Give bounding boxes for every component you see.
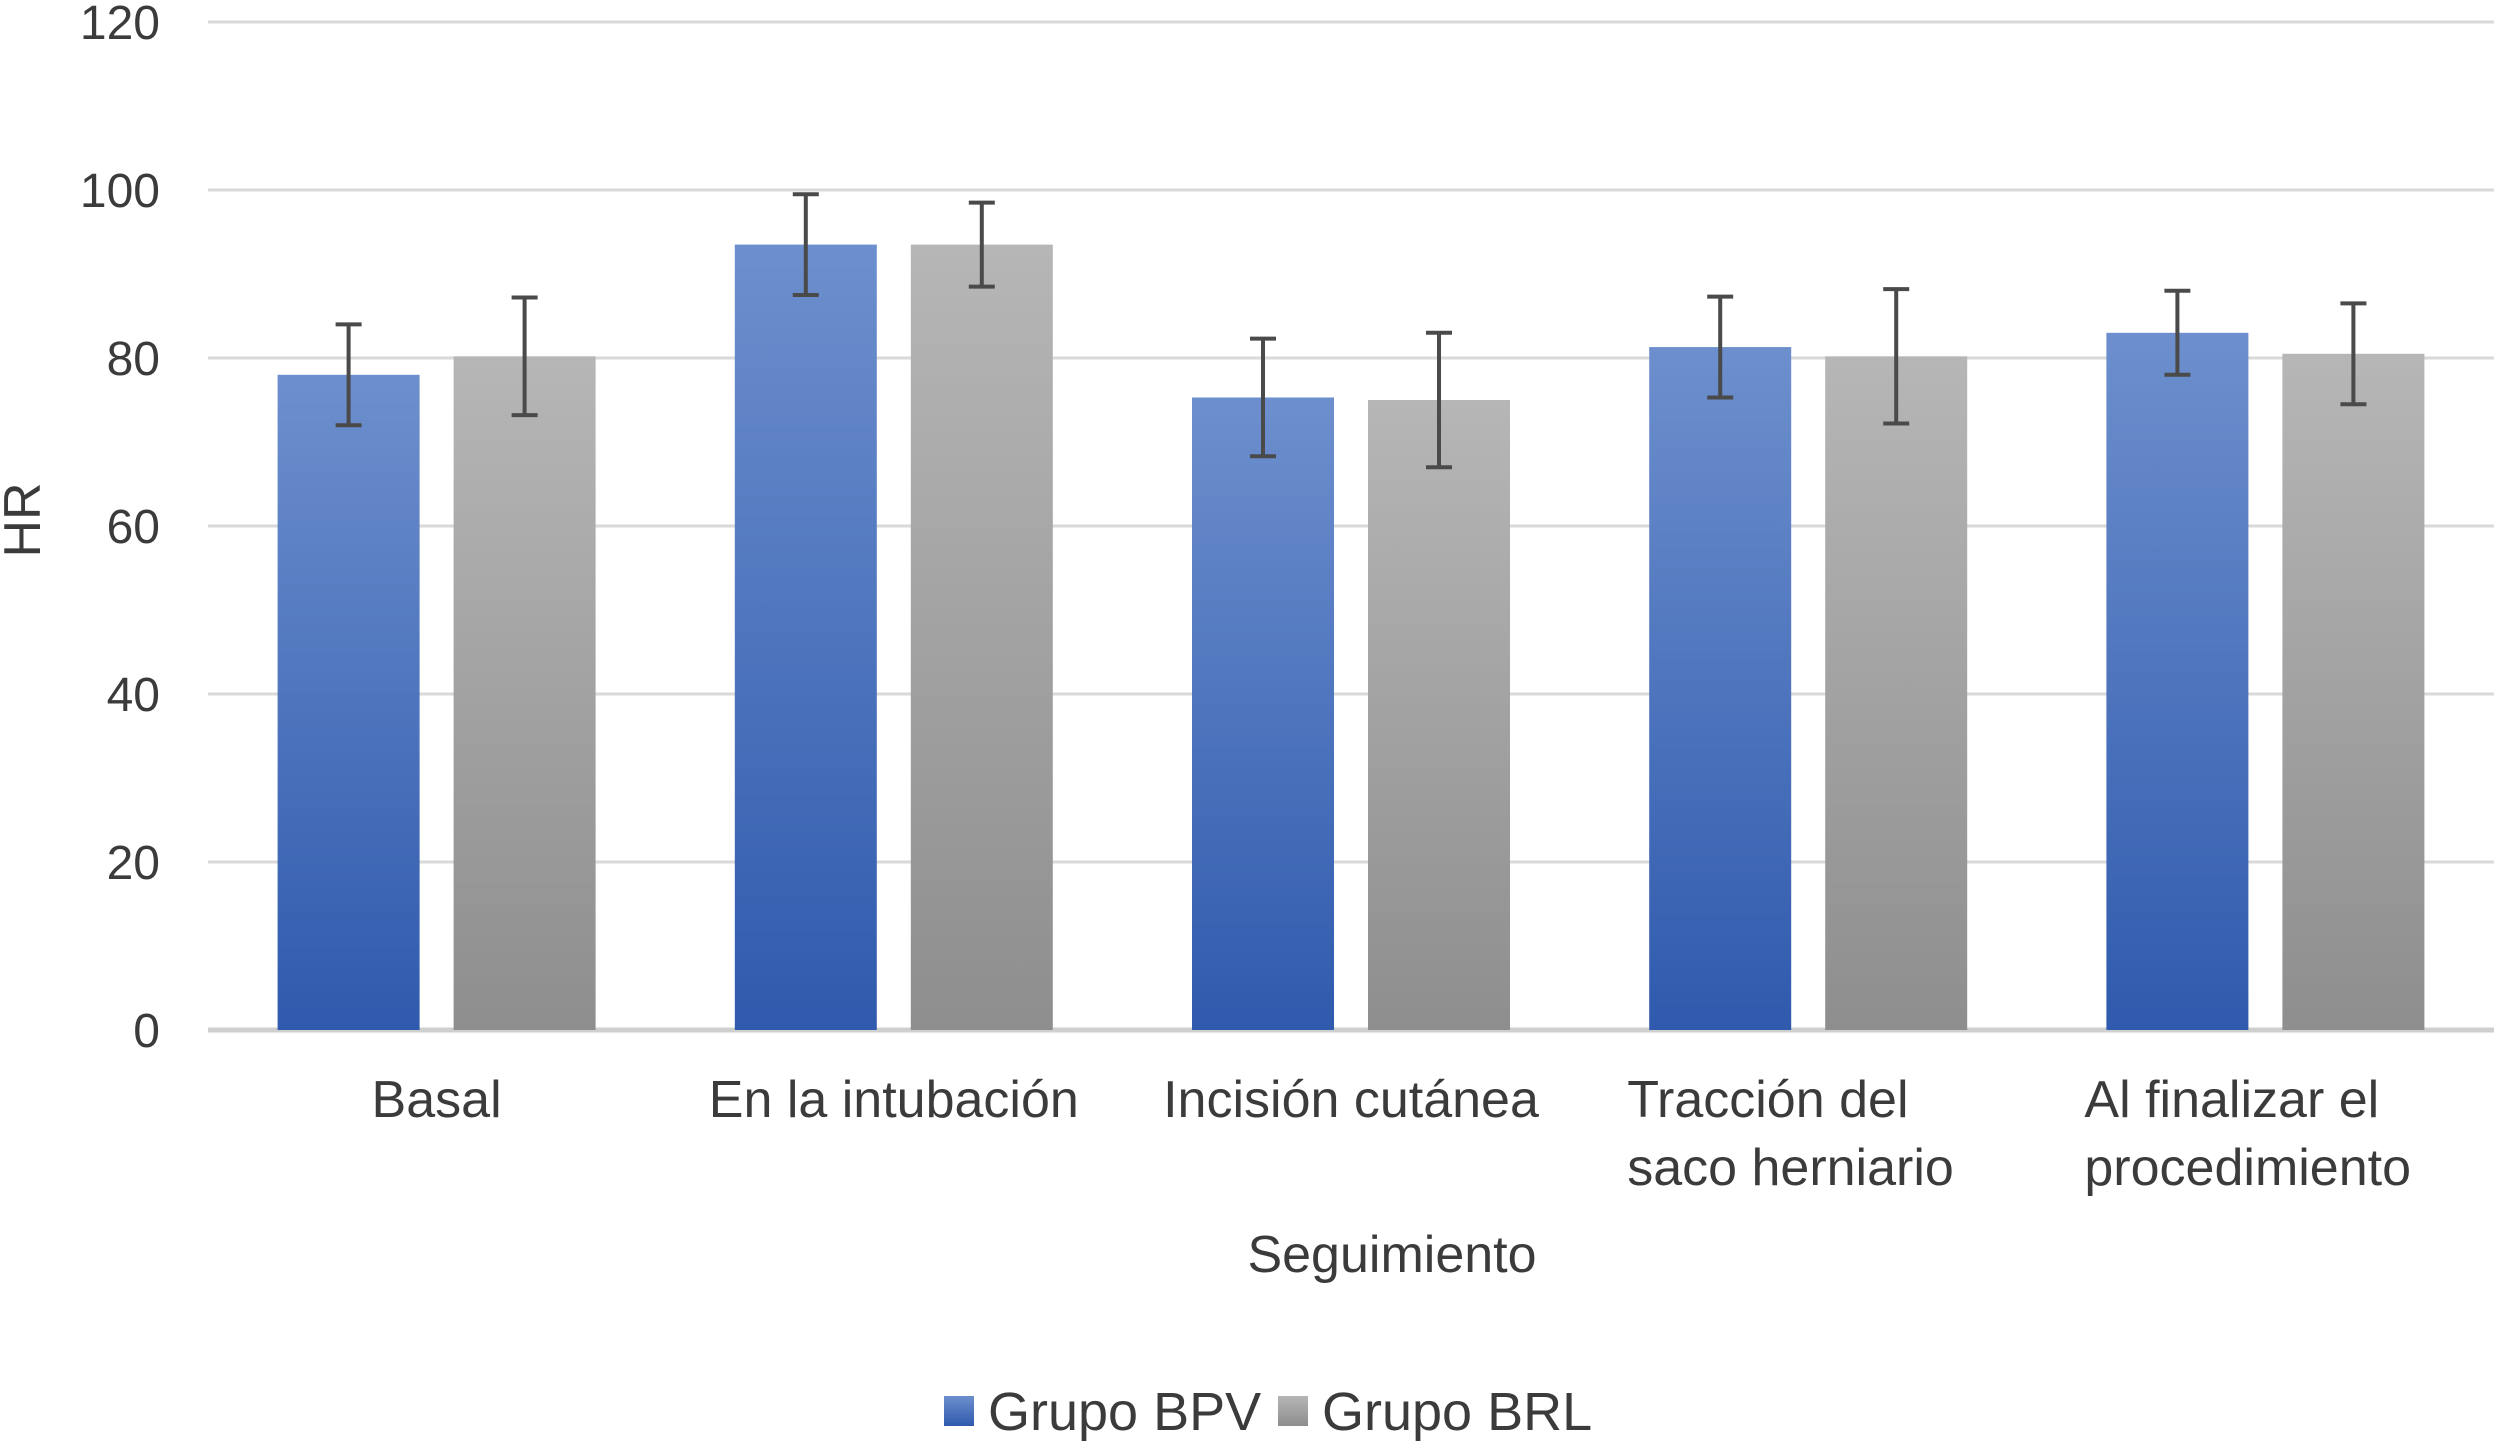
- bar-grupo-brl: [910, 244, 1053, 1031]
- x-category-label: Tracción del: [1627, 1071, 1908, 1129]
- bar-grupo-brl: [1825, 356, 1968, 1030]
- legend: Grupo BPV Grupo BRL: [944, 1382, 1592, 1442]
- x-category-label: saco herniario: [1627, 1139, 1954, 1197]
- error-bars: [335, 192, 2367, 470]
- bars: [277, 244, 2425, 1031]
- y-tick-label: 80: [107, 333, 160, 386]
- x-category-labels: Basal En la intubación Incisión cutánea Tra…: [372, 1071, 2411, 1197]
- legend-label: Grupo BPV: [988, 1382, 1261, 1442]
- x-category-label: En la intubación: [709, 1071, 1079, 1129]
- x-axis-title: Seguimiento: [1247, 1226, 1536, 1284]
- bar-grupo-bpv: [277, 374, 420, 1030]
- y-tick-label: 40: [107, 669, 160, 722]
- y-tick-label: 100: [80, 165, 160, 218]
- bar-grupo-brl: [453, 356, 596, 1030]
- x-category-label: Al finalizar el: [2084, 1071, 2379, 1129]
- bar-grupo-bpv: [2106, 332, 2249, 1030]
- x-category-label: Incisión cutánea: [1163, 1071, 1539, 1129]
- bar-grupo-bpv: [1649, 347, 1792, 1031]
- x-category-label: procedimiento: [2084, 1139, 2411, 1197]
- legend-label: Grupo BRL: [1322, 1382, 1592, 1442]
- bar-grupo-brl: [1368, 400, 1510, 1030]
- legend-swatch: [1278, 1396, 1308, 1426]
- y-tick-label: 60: [107, 501, 160, 554]
- x-category-label: Basal: [372, 1071, 502, 1129]
- bar-grupo-brl: [2282, 353, 2425, 1030]
- y-tick-label: 20: [107, 837, 160, 890]
- y-tick-label: 120: [80, 0, 160, 50]
- legend-swatch: [944, 1396, 974, 1426]
- y-axis-title: HR: [0, 482, 52, 557]
- y-tick-label: 0: [133, 1005, 160, 1058]
- bar-grupo-bpv: [734, 244, 877, 1031]
- y-tick-labels: 0 20 40 60 80 100 120: [80, 0, 160, 1058]
- bar-grupo-bpv: [1192, 397, 1334, 1031]
